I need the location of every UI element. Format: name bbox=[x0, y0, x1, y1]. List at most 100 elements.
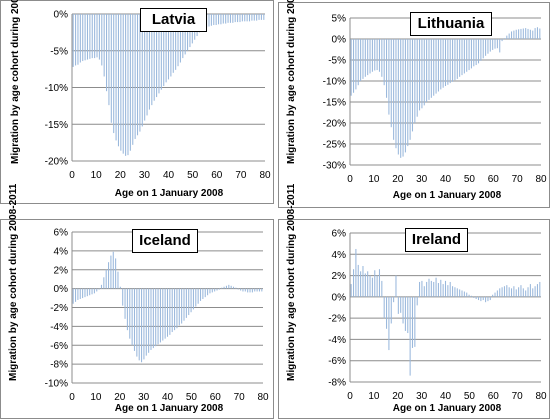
x-tick-label: 10 bbox=[91, 170, 103, 181]
data-bar bbox=[126, 288, 128, 331]
x-tick-label: 80 bbox=[259, 170, 271, 181]
data-bar bbox=[146, 14, 148, 116]
x-tick-label: 70 bbox=[235, 170, 247, 181]
data-bar bbox=[218, 14, 220, 25]
data-bar bbox=[400, 296, 402, 313]
data-bar bbox=[407, 39, 409, 147]
y-tick-label: 0% bbox=[54, 284, 69, 295]
data-bar bbox=[435, 39, 437, 94]
y-tick-label: -25% bbox=[323, 140, 346, 151]
chart-title: Latvia bbox=[140, 8, 207, 32]
data-bar bbox=[258, 288, 260, 292]
data-bar bbox=[397, 296, 399, 314]
data-bar bbox=[428, 278, 430, 297]
data-bar bbox=[124, 288, 126, 319]
data-bar bbox=[390, 296, 392, 324]
y-tick-label: -4% bbox=[328, 335, 346, 346]
x-tick-label: 60 bbox=[211, 170, 223, 181]
data-bar bbox=[241, 14, 243, 22]
data-bar bbox=[237, 288, 239, 290]
data-bar bbox=[199, 288, 202, 301]
x-tick-label: 0 bbox=[347, 391, 353, 402]
data-bar bbox=[232, 286, 235, 289]
data-bar bbox=[110, 14, 112, 123]
x-tick-label: 50 bbox=[464, 391, 476, 402]
data-bar bbox=[416, 296, 418, 306]
data-bar bbox=[213, 14, 215, 26]
data-bar bbox=[183, 288, 185, 321]
data-bar bbox=[503, 286, 505, 297]
data-bar bbox=[195, 288, 197, 307]
data-bar bbox=[179, 14, 181, 63]
data-bar bbox=[91, 288, 93, 295]
data-bar bbox=[482, 296, 484, 301]
x-tick-label: 20 bbox=[392, 391, 404, 402]
x-tick-label: 60 bbox=[210, 392, 222, 403]
data-bar bbox=[400, 39, 402, 158]
y-axis-label: Migration by age cohort during 2008-2011 bbox=[286, 183, 297, 381]
data-bar bbox=[251, 288, 253, 293]
data-bar bbox=[222, 14, 224, 24]
data-bar bbox=[411, 296, 414, 348]
data-bar bbox=[482, 39, 484, 59]
data-bar bbox=[246, 14, 248, 22]
data-bar bbox=[468, 294, 470, 297]
data-bar bbox=[525, 290, 527, 297]
data-bar bbox=[518, 29, 520, 39]
data-bar bbox=[449, 39, 451, 84]
data-bar bbox=[263, 14, 265, 20]
data-bar bbox=[258, 14, 260, 20]
data-bar bbox=[182, 14, 184, 59]
data-bar bbox=[477, 296, 480, 301]
data-bar bbox=[249, 288, 251, 293]
data-bar bbox=[409, 39, 411, 140]
data-bar bbox=[496, 39, 498, 49]
x-tick-label: 60 bbox=[488, 391, 500, 402]
data-bar bbox=[103, 277, 105, 289]
data-bar bbox=[411, 39, 414, 132]
data-bar bbox=[353, 39, 355, 93]
data-bar bbox=[207, 288, 209, 296]
data-bar bbox=[190, 288, 192, 313]
data-bar bbox=[449, 281, 451, 297]
data-bar bbox=[515, 289, 517, 297]
data-bar bbox=[185, 288, 187, 318]
x-tick-label: 70 bbox=[234, 392, 246, 403]
data-bar bbox=[166, 288, 169, 337]
x-tick-label: 10 bbox=[368, 391, 380, 402]
data-bar bbox=[428, 39, 430, 100]
data-bar bbox=[164, 288, 166, 339]
data-bar bbox=[367, 39, 369, 76]
y-tick-label: -15% bbox=[323, 98, 346, 109]
data-bar bbox=[508, 287, 510, 297]
x-tick-label: 40 bbox=[163, 170, 175, 181]
data-bar bbox=[487, 39, 489, 54]
data-bar bbox=[171, 288, 173, 333]
data-bar bbox=[485, 39, 487, 56]
data-bar bbox=[357, 39, 359, 86]
data-bar bbox=[235, 287, 237, 289]
data-bar bbox=[374, 39, 376, 71]
data-bar bbox=[433, 281, 435, 297]
data-bar bbox=[404, 39, 406, 153]
data-bar bbox=[440, 39, 442, 90]
data-bar bbox=[388, 296, 390, 351]
data-bar bbox=[177, 14, 179, 67]
data-bar bbox=[492, 294, 494, 297]
data-bar bbox=[435, 277, 437, 297]
data-bar bbox=[402, 39, 404, 157]
data-bar bbox=[181, 288, 183, 324]
data-bar bbox=[456, 288, 458, 297]
data-bar bbox=[77, 288, 79, 300]
data-bar bbox=[253, 14, 255, 21]
data-bar bbox=[473, 296, 475, 298]
data-bar bbox=[211, 288, 213, 293]
x-axis-label: Age on 1 January 2008 bbox=[392, 190, 502, 201]
data-bar bbox=[79, 288, 81, 300]
data-bar bbox=[153, 14, 155, 101]
data-bar bbox=[152, 288, 154, 349]
data-bar bbox=[355, 39, 357, 90]
data-bar bbox=[510, 31, 513, 39]
data-bar bbox=[136, 14, 139, 136]
data-bar bbox=[444, 39, 447, 87]
